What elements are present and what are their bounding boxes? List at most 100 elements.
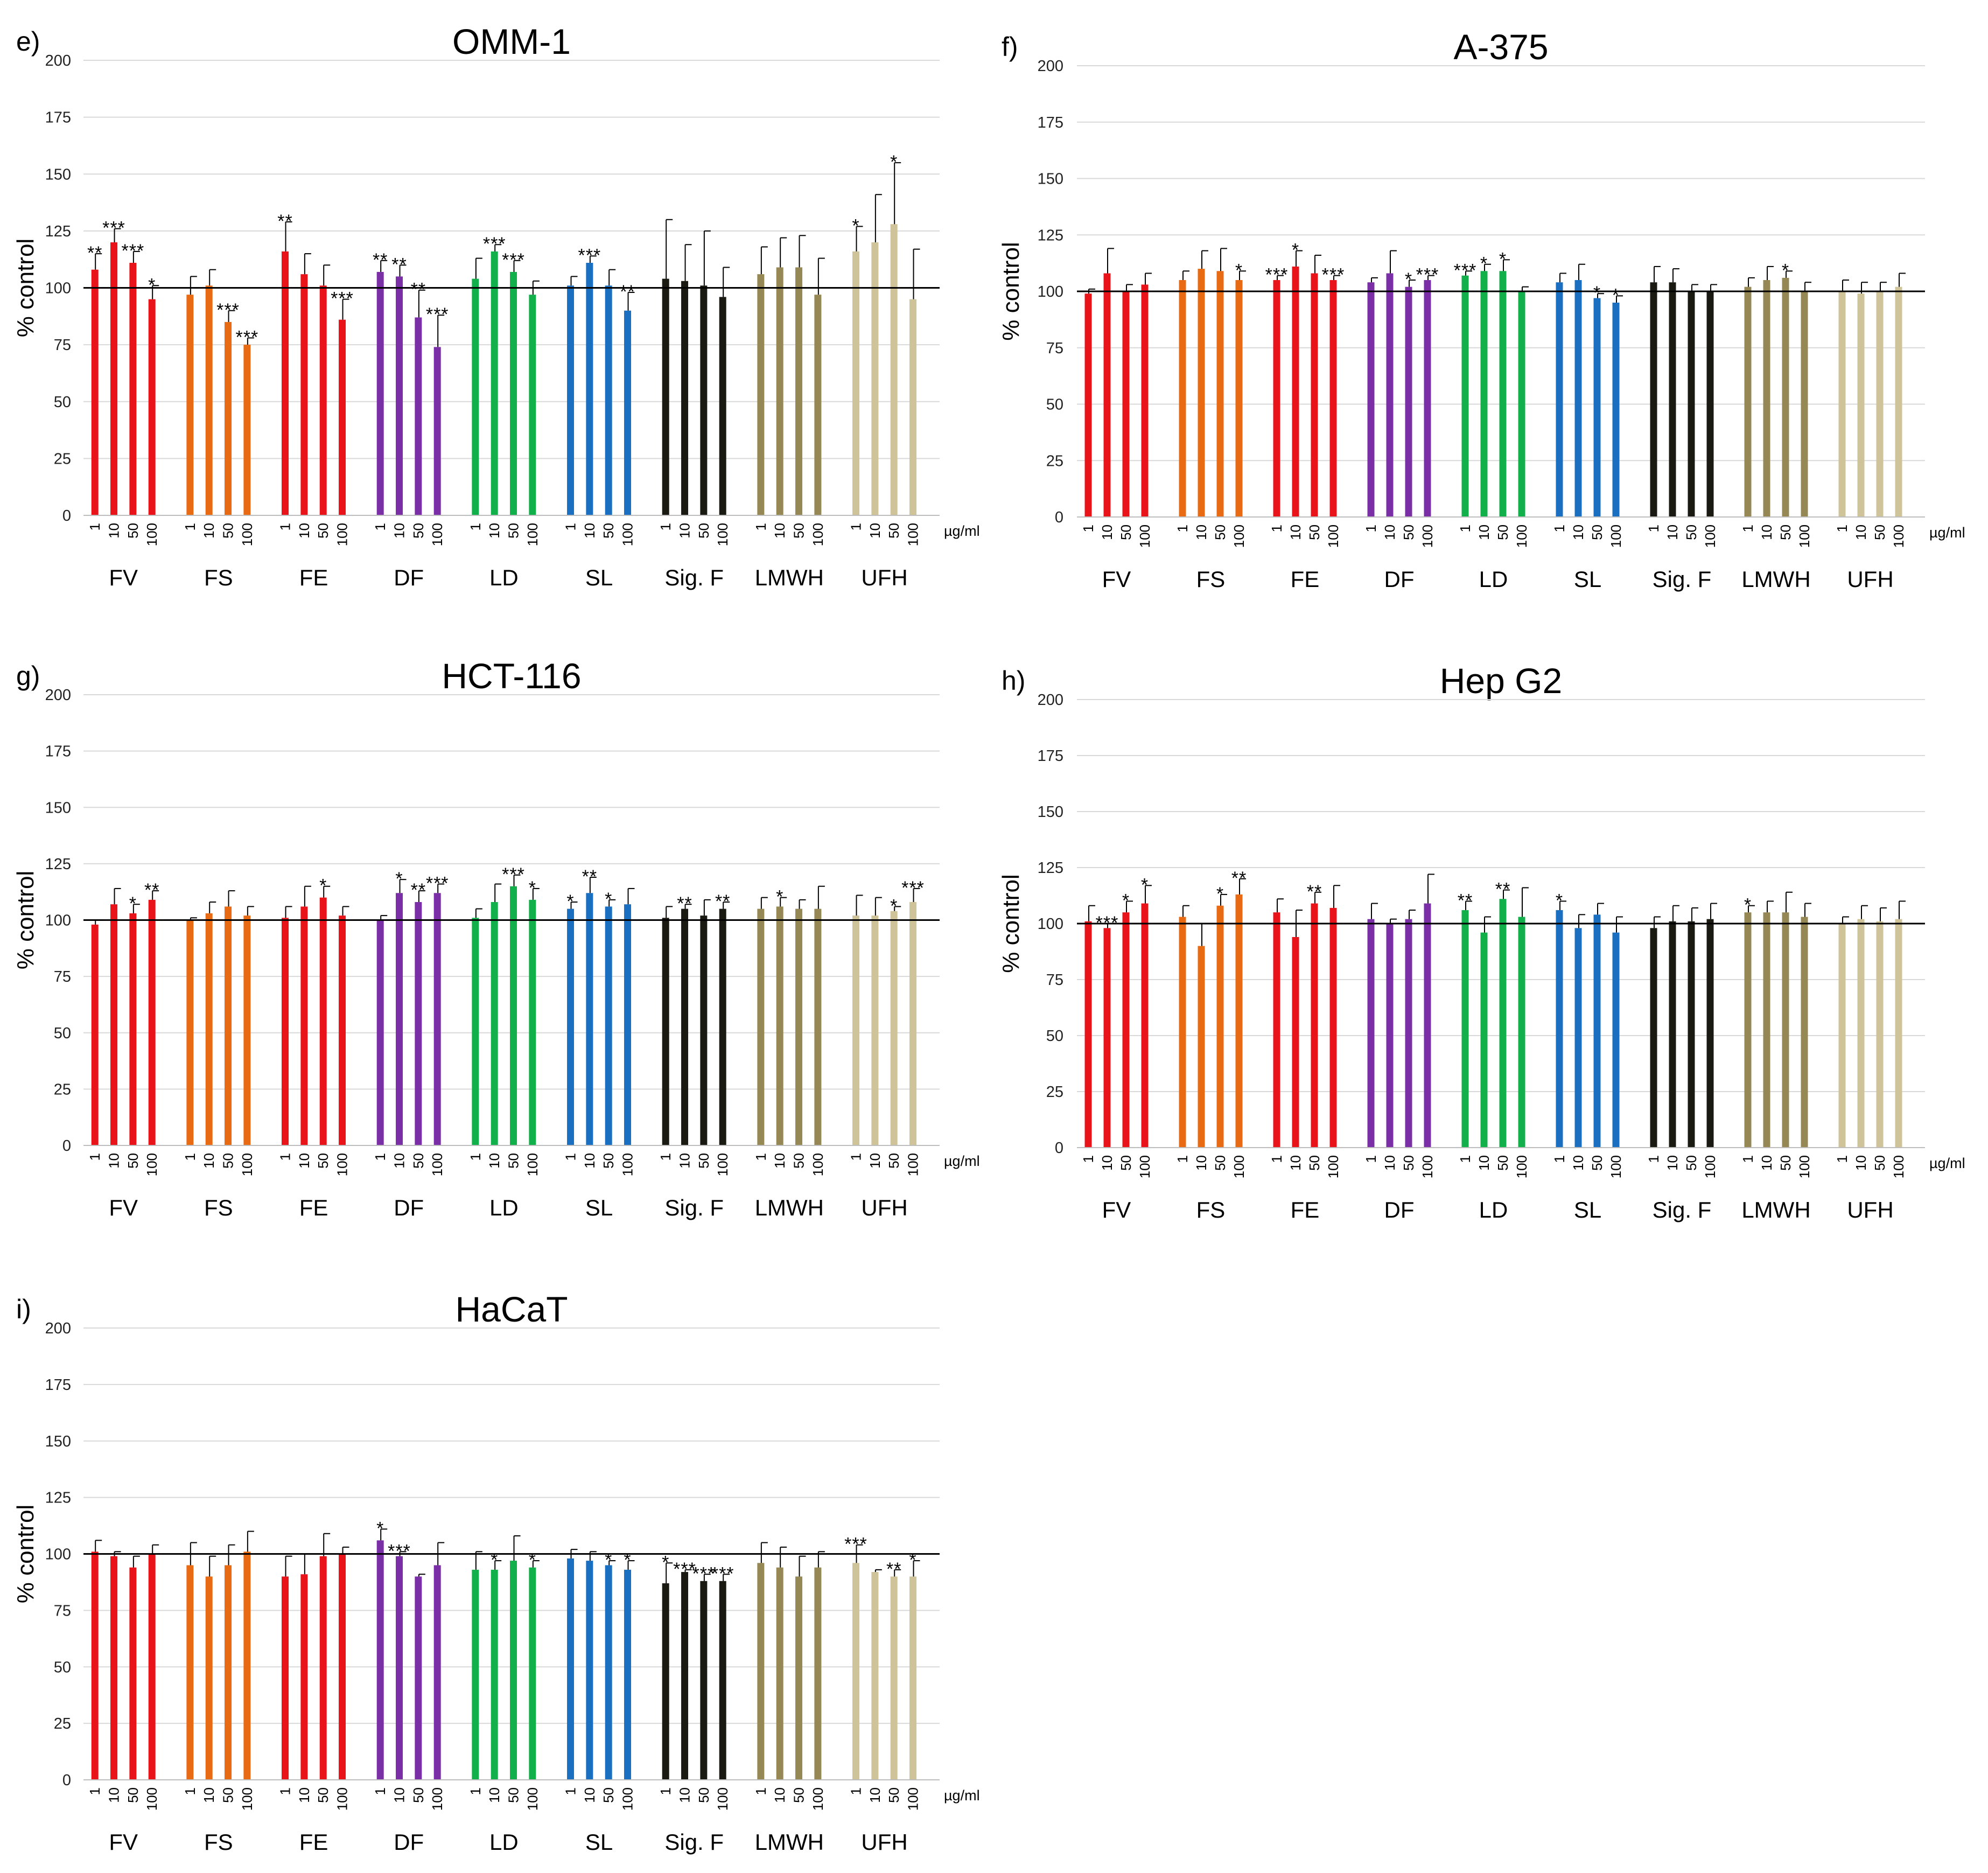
- significance-marker: *: [566, 891, 574, 912]
- x-tick-label: 1: [87, 1153, 103, 1161]
- bar: [776, 267, 783, 515]
- bar: [1669, 282, 1676, 517]
- bar: [415, 902, 422, 1145]
- bar-group-ld: 1 10 *** 50 * 100 LD: [467, 864, 541, 1220]
- bar: [472, 1569, 479, 1780]
- bar-group-df: 1 * 10 ** 50 *** 100 DF: [372, 869, 448, 1220]
- bar: [700, 915, 708, 1145]
- bar: [1499, 271, 1507, 517]
- x-tick-label: 100: [144, 1787, 160, 1811]
- bar: [1838, 291, 1846, 517]
- x-tick-label: 1: [1457, 525, 1473, 532]
- y-tick-label: 0: [1055, 1140, 1063, 1157]
- y-tick-label: 0: [62, 1137, 71, 1155]
- bar: [282, 918, 289, 1145]
- y-tick-label: 25: [1046, 1084, 1063, 1101]
- significance-marker: *: [376, 1518, 384, 1539]
- bar: [909, 299, 917, 515]
- bar: [376, 1540, 384, 1780]
- significance-marker: *: [890, 152, 898, 172]
- bar-group-ufh: * 1 10 * 50 100 UFH: [848, 152, 921, 590]
- panel-label: i): [16, 1294, 31, 1324]
- x-tick-label: 10: [772, 523, 788, 539]
- bar: [433, 347, 441, 515]
- x-tick-label: 100: [715, 1787, 731, 1811]
- y-tick-label: 50: [1046, 396, 1063, 414]
- group-label: LD: [1479, 567, 1508, 592]
- x-tick-label: 50: [410, 1787, 426, 1803]
- x-tick-label: 100: [334, 1153, 351, 1176]
- x-tick-label: 100: [334, 523, 351, 546]
- x-tick-label: 10: [486, 1153, 502, 1169]
- bar: [624, 1569, 632, 1780]
- significance-marker: ***: [1265, 265, 1289, 285]
- bar: [491, 251, 498, 515]
- bar: [795, 267, 803, 515]
- bar: [339, 1554, 346, 1780]
- bar-group-sig-f: 1 10 50 100 Sig. F: [657, 219, 731, 590]
- bar: [890, 224, 898, 515]
- significance-marker: *: [1612, 285, 1620, 305]
- bar: [1838, 924, 1846, 1148]
- bar: [472, 918, 479, 1145]
- y-tick-label: 25: [54, 450, 71, 467]
- group-label: LD: [489, 565, 519, 590]
- group-label: Sig. F: [664, 1829, 724, 1855]
- bar-group-fe: 1 10 50 100 FE: [277, 1533, 351, 1855]
- bar: [510, 271, 517, 515]
- x-tick-label: 1: [1080, 525, 1096, 532]
- y-tick-label: 50: [54, 1659, 71, 1676]
- bar: [719, 297, 726, 515]
- x-tick-label: 100: [905, 1787, 921, 1811]
- x-tick-label: 1: [372, 1153, 388, 1161]
- x-tick-label: 50: [506, 1153, 522, 1169]
- significance-marker: *: [1782, 260, 1789, 281]
- x-tick-label: 10: [201, 1153, 217, 1169]
- x-tick-label: 100: [1796, 525, 1812, 548]
- x-tick-label: 50: [696, 1787, 712, 1803]
- x-tick-label: 100: [1608, 1155, 1624, 1178]
- bar-group-sig-f: 1 ** 10 50 ** 100 Sig. F: [657, 891, 731, 1220]
- x-tick-label: 50: [1306, 525, 1322, 540]
- x-tick-label: 1: [1269, 1155, 1285, 1163]
- x-tick-label: 10: [1382, 525, 1398, 540]
- significance-marker: *: [1405, 269, 1412, 290]
- significance-marker: ***: [502, 864, 525, 885]
- bar: [282, 1576, 289, 1780]
- significance-marker: **: [411, 880, 426, 900]
- group-label: DF: [1384, 1197, 1415, 1222]
- bar: [1650, 928, 1657, 1148]
- bar: [300, 274, 308, 515]
- bar: [852, 1563, 860, 1780]
- x-tick-label: 50: [315, 1787, 331, 1803]
- bar: [1424, 280, 1431, 517]
- x-tick-label: 1: [1551, 525, 1567, 532]
- bar: [700, 285, 708, 515]
- bar: [1311, 273, 1318, 517]
- x-tick-label: 100: [715, 523, 731, 546]
- bar: [148, 899, 156, 1145]
- bar: [1461, 275, 1469, 517]
- significance-marker: ***: [216, 300, 240, 320]
- y-tick-label: 75: [1046, 340, 1063, 357]
- significance-marker: ***: [426, 304, 449, 325]
- y-axis-label: % control: [12, 239, 39, 337]
- bar: [1084, 293, 1092, 517]
- significance-marker: ***: [844, 1534, 867, 1555]
- chart-title: A-375: [1453, 27, 1548, 67]
- chart-title: HaCaT: [455, 1289, 568, 1329]
- group-label: FE: [1291, 1197, 1320, 1222]
- x-tick-label: 50: [1401, 525, 1417, 540]
- significance-marker: **: [582, 866, 597, 887]
- bar-group-fv: 1 10 50 100 FV: [1080, 248, 1153, 592]
- bar: [1706, 291, 1714, 517]
- y-tick-label: 25: [54, 1081, 71, 1098]
- x-tick-label: 10: [1570, 525, 1586, 540]
- x-tick-label: 100: [1514, 1155, 1530, 1178]
- y-tick-label: 175: [1038, 747, 1063, 765]
- significance-marker: *: [148, 275, 156, 295]
